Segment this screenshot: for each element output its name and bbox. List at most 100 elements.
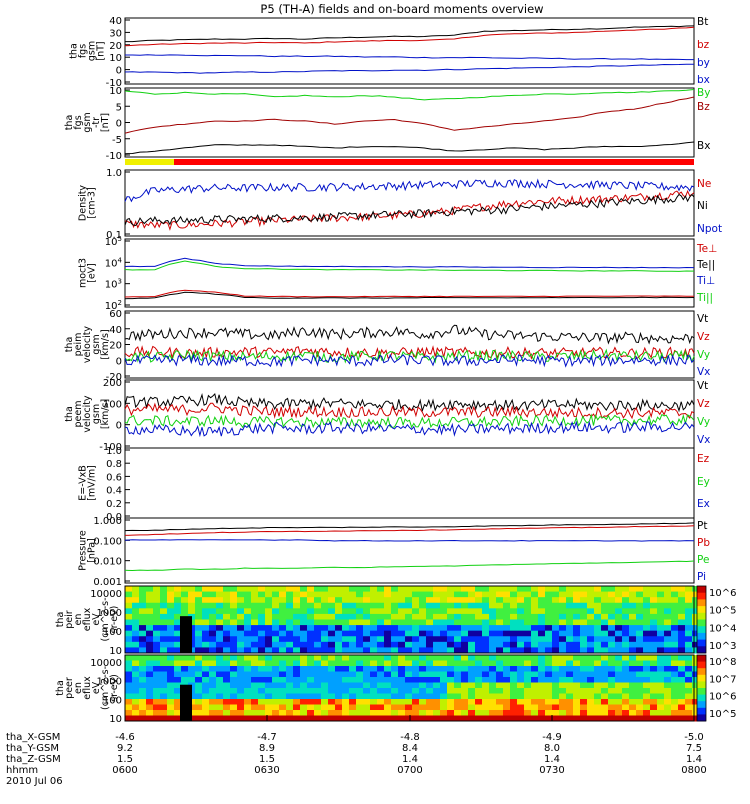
heat-cell: [237, 630, 244, 637]
heat-cell: [237, 655, 244, 661]
heat-cell: [685, 655, 692, 661]
heat-cell: [216, 710, 223, 716]
heat-cell: [601, 613, 608, 620]
heat-cell: [356, 647, 363, 654]
heat-cell: [629, 699, 636, 705]
heat-cell: [412, 586, 419, 593]
heat-cell: [405, 660, 412, 667]
heat-cell: [475, 613, 482, 620]
heat-cell: [146, 625, 153, 632]
heat-cell: [573, 591, 580, 598]
heat-cell: [426, 715, 433, 722]
heat-cell: [454, 666, 461, 672]
heat-cell: [608, 641, 615, 648]
heat-cell: [594, 647, 601, 654]
heat-cell: [146, 666, 153, 672]
heat-cell: [629, 586, 636, 593]
heat-cell: [265, 630, 272, 637]
heat-cell: [468, 655, 475, 661]
heat-cell: [125, 715, 132, 722]
heat-cell: [664, 630, 671, 637]
heat-cell: [321, 688, 328, 694]
heat-cell: [489, 608, 496, 615]
heat-cell: [454, 625, 461, 632]
heat-cell: [230, 666, 237, 672]
heat-cell: [349, 597, 356, 604]
heat-cell: [657, 619, 664, 626]
heat-cell: [678, 682, 685, 689]
heat-cell: [363, 715, 370, 722]
heat-cell: [370, 591, 377, 598]
heat-cell: [363, 586, 370, 593]
heat-cell: [384, 647, 391, 654]
heat-cell: [608, 715, 615, 722]
heat-cell: [475, 636, 482, 643]
heat-cell: [146, 704, 153, 711]
heat-cell: [552, 630, 559, 637]
heat-cell: [552, 613, 559, 620]
heat-cell: [307, 699, 314, 705]
colorbar-cell: [697, 650, 706, 654]
heat-cell: [580, 671, 587, 678]
colorbar-cell: [697, 718, 706, 722]
heat-cell: [426, 666, 433, 672]
heat-cell: [643, 597, 650, 604]
heat-cell: [685, 647, 692, 654]
heat-cell: [615, 688, 622, 694]
heat-cell: [356, 704, 363, 711]
heat-cell: [160, 655, 167, 661]
heat-cell: [307, 682, 314, 689]
heat-cell: [363, 671, 370, 678]
heat-cell: [503, 597, 510, 604]
heat-cell: [636, 619, 643, 626]
heat-cell: [370, 682, 377, 689]
heat-cell: [370, 660, 377, 667]
heat-cell: [174, 619, 181, 626]
heat-cell: [188, 677, 195, 683]
heat-cell: [657, 613, 664, 620]
heat-cell: [307, 671, 314, 678]
heat-cell: [601, 660, 608, 667]
heat-cell: [377, 710, 384, 716]
heat-cell: [447, 660, 454, 667]
heat-cell: [356, 655, 363, 661]
legend-label: Ti||: [696, 292, 713, 304]
heat-cell: [573, 699, 580, 705]
heat-cell: [538, 625, 545, 632]
heat-cell: [160, 693, 167, 700]
date-label: 2010 Jul 06: [6, 776, 63, 787]
ylabel-line: eV: [91, 681, 102, 694]
heat-cell: [692, 715, 699, 722]
heat-cell: [146, 677, 153, 683]
heat-cell: [594, 710, 601, 716]
heat-cell: [209, 619, 216, 626]
heat-cell: [370, 671, 377, 678]
heat-cell: [300, 613, 307, 620]
heat-cell: [440, 655, 447, 661]
heat-cell: [209, 715, 216, 722]
heat-cell: [461, 608, 468, 615]
heat-cell: [433, 655, 440, 661]
heat-cell: [230, 655, 237, 661]
heat-cell: [489, 641, 496, 648]
heat-cell: [174, 677, 181, 683]
heat-cell: [447, 602, 454, 609]
series-line-Pe: [124, 560, 695, 572]
heat-cell: [601, 586, 608, 593]
heat-cell: [391, 647, 398, 654]
heat-cell: [160, 636, 167, 643]
heat-cell: [601, 693, 608, 700]
heat-cell: [615, 630, 622, 637]
heat-cell: [636, 613, 643, 620]
heat-cell: [279, 688, 286, 694]
heat-cell: [671, 677, 678, 683]
heat-cell: [139, 608, 146, 615]
heat-cell: [538, 655, 545, 661]
heat-cell: [475, 586, 482, 593]
ytick-label: 1000: [97, 677, 122, 688]
heat-cell: [671, 625, 678, 632]
heat-cell: [265, 677, 272, 683]
heat-cell: [629, 636, 636, 643]
heat-cell: [426, 641, 433, 648]
heat-cell: [328, 591, 335, 598]
